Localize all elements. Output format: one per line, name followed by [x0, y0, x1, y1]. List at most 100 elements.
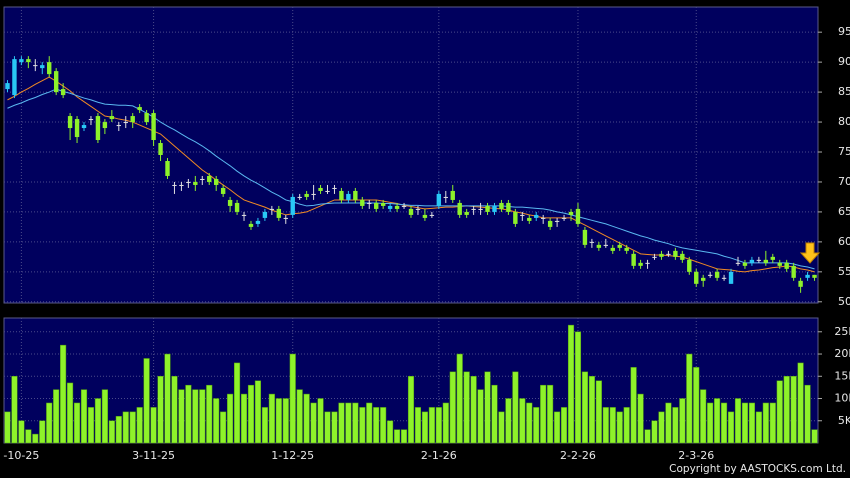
candle-body: [638, 262, 643, 266]
y-tick-label: 20K: [834, 347, 850, 360]
candle-body: [701, 277, 706, 281]
volume-bar: [394, 429, 401, 444]
candle-body: [680, 253, 685, 260]
volume-bar: [352, 402, 359, 444]
volume-bar: [456, 353, 463, 444]
candle-body: [19, 59, 24, 63]
candle-body: [707, 274, 713, 276]
x-tick-label: 3-11-25: [132, 449, 175, 462]
volume-bar: [296, 389, 303, 444]
volume-bar: [609, 407, 616, 444]
candle-body: [645, 262, 650, 264]
plot-layer: 50 55 60 65 70 75 80 85 90 95 5K 10K 15K 20K 25K -10-25…: [3, 7, 850, 462]
volume-bar: [700, 389, 707, 444]
volume-bar: [727, 411, 735, 444]
y-tick-label: 60: [838, 235, 850, 248]
candle-body: [513, 211, 518, 224]
volume-bar: [80, 389, 88, 444]
volume-bar: [554, 411, 561, 444]
volume-bar: [547, 384, 554, 444]
candle-body: [499, 202, 504, 209]
candle-body: [311, 193, 316, 195]
candle-body: [12, 59, 17, 96]
volume-bar: [289, 353, 296, 444]
volume-bar: [581, 371, 588, 444]
volume-bar: [234, 362, 241, 444]
volume-bar: [213, 398, 220, 444]
volume-bar: [790, 376, 797, 444]
volume-bar: [143, 358, 150, 444]
volume-bar: [588, 376, 595, 444]
y-tick-label: 90: [838, 55, 850, 68]
candle-body: [589, 241, 595, 243]
candle-body: [116, 125, 121, 127]
candle-body: [193, 181, 198, 185]
volume-bar: [67, 382, 74, 444]
y-tick-label: 5K: [838, 414, 850, 427]
volume-bar: [101, 389, 108, 444]
volume-bar: [686, 353, 693, 444]
candle-body: [624, 247, 629, 251]
volume-bar: [380, 407, 387, 444]
candle-body: [200, 178, 205, 180]
y-tick-label: 55: [838, 265, 850, 278]
candle-body: [353, 190, 358, 200]
candle-body: [26, 59, 31, 63]
volume-bar: [721, 402, 728, 444]
candle-body: [798, 280, 803, 287]
y-tick-label: 65: [838, 205, 850, 218]
y-tick-label: 85: [838, 85, 850, 98]
volume-bar: [679, 398, 686, 444]
candle-body: [694, 271, 699, 284]
volume-bar: [748, 402, 755, 444]
candle-body: [374, 202, 379, 209]
volume-bar: [811, 429, 818, 444]
volume-bar: [665, 402, 672, 444]
volume-bar: [477, 389, 484, 444]
volume-bar: [442, 402, 449, 444]
volume-bar: [254, 380, 261, 444]
volume-bar: [129, 411, 136, 444]
candle-body: [610, 247, 615, 251]
candle-body: [485, 205, 490, 212]
volume-bar: [672, 407, 679, 444]
volume-bar: [400, 429, 408, 444]
volume-bar: [616, 411, 623, 444]
volume-bar: [268, 393, 275, 444]
candle-body: [527, 217, 532, 221]
volume-bar: [693, 367, 700, 444]
volume-bar: [630, 367, 637, 444]
volume-bar: [804, 384, 811, 444]
volume-bar: [310, 402, 317, 444]
volume-bar: [484, 371, 491, 444]
volume-bar: [32, 433, 39, 444]
candle-body: [367, 202, 372, 204]
volume-bar: [783, 376, 790, 444]
volume-bar: [74, 402, 81, 444]
volume-bar: [199, 389, 206, 444]
candle-body: [443, 196, 448, 198]
candle-body: [749, 259, 755, 263]
candle-body: [380, 202, 386, 206]
y-tick-label: 25K: [834, 325, 850, 338]
candle-body: [318, 187, 323, 191]
candle-body: [596, 244, 602, 248]
candle-body: [60, 89, 66, 96]
candle-body: [520, 214, 525, 216]
volume-bar: [505, 398, 512, 444]
candle-body: [234, 202, 240, 212]
candle-body: [547, 220, 553, 227]
candle-body: [290, 196, 295, 215]
candle-body: [283, 217, 288, 219]
candle-body: [130, 116, 135, 123]
candle-body: [422, 214, 428, 218]
volume-bar: [324, 411, 331, 444]
candle-body: [269, 208, 275, 210]
volume-bar: [240, 393, 248, 444]
candle-body: [652, 256, 657, 258]
candle-body: [492, 205, 497, 212]
candle-body: [74, 119, 80, 138]
volume-bar: [359, 407, 366, 444]
volume-bar: [331, 411, 338, 444]
